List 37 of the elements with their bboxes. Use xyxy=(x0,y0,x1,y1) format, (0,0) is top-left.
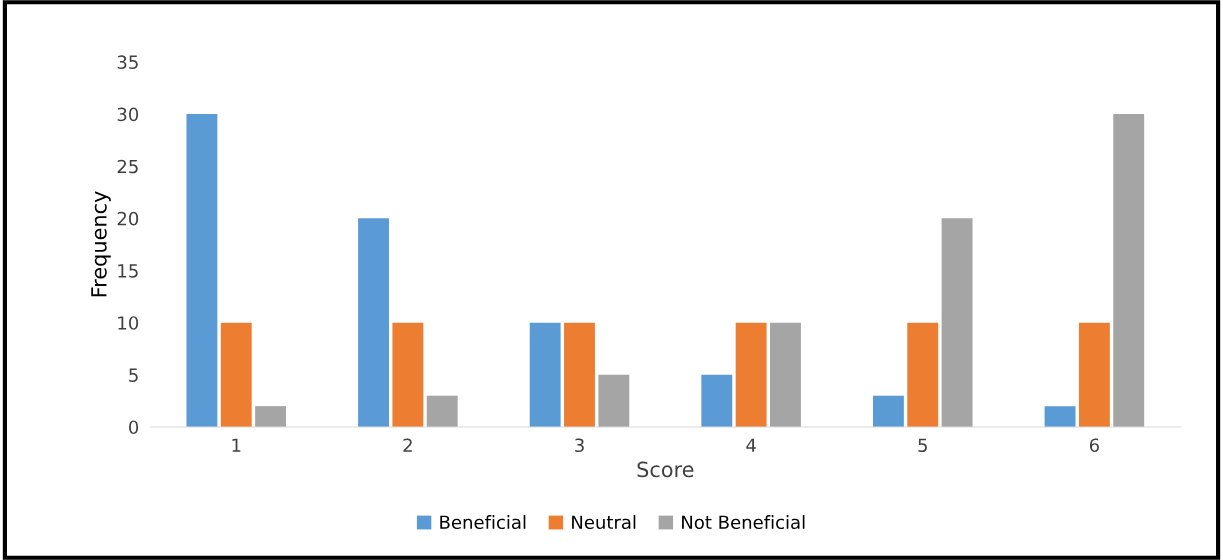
x-tick-label: 2 xyxy=(403,438,412,452)
bar xyxy=(907,322,939,427)
bar xyxy=(872,395,904,427)
y-tick-label: 10 xyxy=(118,316,139,330)
bar xyxy=(186,114,218,427)
x-tick-label: 3 xyxy=(575,438,584,453)
bar xyxy=(701,374,733,427)
y-tick-label: 30 xyxy=(117,107,139,122)
bar xyxy=(426,395,458,427)
x-tick-label: 4 xyxy=(746,438,756,452)
bar xyxy=(1044,406,1076,427)
bar xyxy=(941,218,973,427)
bar xyxy=(735,322,767,427)
y-tick-label: 35 xyxy=(117,55,138,69)
bar xyxy=(770,322,801,427)
legend-label: Not Beneficial xyxy=(682,515,805,530)
bar xyxy=(255,406,287,427)
bar xyxy=(220,322,252,427)
y-tick-label: 15 xyxy=(118,264,138,278)
bar xyxy=(1078,322,1110,427)
y-tick-label: 5 xyxy=(129,368,138,382)
x-tick-label: 6 xyxy=(1089,438,1099,453)
bar xyxy=(358,218,389,427)
y-tick-label: 0 xyxy=(129,420,139,435)
x-tick-label: 1 xyxy=(232,438,241,452)
y-axis-title: Frequency xyxy=(91,191,111,297)
y-tick-label: 25 xyxy=(117,159,138,174)
x-axis-title: Score xyxy=(637,461,694,478)
legend-label: Beneficial xyxy=(440,515,526,530)
bar xyxy=(529,322,561,427)
y-tick-label: 20 xyxy=(117,211,139,226)
bar xyxy=(392,322,424,427)
x-tick-label: 5 xyxy=(918,438,927,453)
bar xyxy=(564,322,595,427)
legend-label: Neutral xyxy=(572,515,636,530)
bar xyxy=(598,374,630,427)
bar xyxy=(1113,114,1145,427)
